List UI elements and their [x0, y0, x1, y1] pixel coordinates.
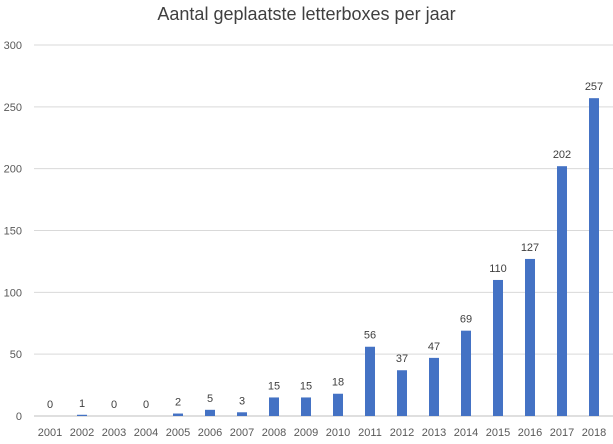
data-label: 2 [175, 397, 181, 409]
x-tick-label: 2016 [518, 427, 542, 439]
data-label: 257 [585, 81, 603, 93]
x-tick-label: 2006 [198, 427, 222, 439]
bar [205, 409, 215, 416]
data-labels: 0 1 0 0 2 5 3 15 15 18 56 37 47 69 110 127 202 257 [47, 81, 603, 411]
bar [77, 414, 87, 416]
y-tick-label: 0 [16, 411, 22, 423]
bar [493, 279, 503, 416]
bar [173, 413, 183, 416]
bar [557, 166, 567, 416]
bar [301, 397, 311, 416]
data-label: 110 [489, 263, 507, 275]
y-tick-label: 250 [4, 102, 22, 114]
x-tick-label: 2013 [422, 427, 446, 439]
bars [77, 98, 599, 416]
bar [237, 412, 247, 416]
y-tick-label: 50 [10, 349, 22, 361]
y-axis-ticks: 0 50 100 150 200 250 300 [4, 40, 22, 423]
x-tick-label: 2012 [390, 427, 414, 439]
x-tick-label: 2015 [486, 427, 510, 439]
data-label: 0 [143, 399, 149, 411]
data-label: 47 [428, 341, 440, 353]
gridlines [34, 44, 613, 417]
y-tick-label: 200 [4, 164, 22, 176]
data-label: 56 [364, 330, 376, 342]
data-label: 0 [111, 399, 117, 411]
data-label: 1 [79, 398, 85, 410]
x-tick-label: 2004 [134, 427, 158, 439]
x-axis-ticks: 2001 2002 2003 2004 2005 2006 2007 2008 2009 2010… [38, 427, 606, 439]
data-label: 15 [268, 380, 280, 392]
x-tick-label: 2008 [262, 427, 286, 439]
data-label: 0 [47, 399, 53, 411]
data-label: 69 [460, 314, 472, 326]
y-tick-label: 150 [4, 226, 22, 238]
bar [461, 330, 471, 416]
data-label: 5 [207, 393, 213, 405]
data-label: 18 [332, 377, 344, 389]
chart-title: Aantal geplaatste letterboxes per jaar [157, 4, 456, 24]
x-tick-label: 2007 [230, 427, 254, 439]
bar [365, 346, 375, 416]
x-tick-label: 2001 [38, 427, 62, 439]
x-tick-label: 2010 [326, 427, 350, 439]
bar [429, 357, 439, 416]
bar [525, 258, 535, 416]
x-tick-label: 2011 [358, 427, 382, 439]
bar [333, 393, 343, 416]
x-tick-label: 2002 [70, 427, 94, 439]
x-tick-label: 2017 [550, 427, 574, 439]
y-tick-label: 100 [4, 287, 22, 299]
data-label: 202 [553, 149, 571, 161]
data-label: 37 [396, 353, 408, 365]
x-tick-label: 2014 [454, 427, 478, 439]
bar [397, 370, 407, 416]
data-label: 15 [300, 380, 312, 392]
x-tick-label: 2009 [294, 427, 318, 439]
bar [589, 98, 599, 416]
data-label: 3 [239, 395, 245, 407]
data-label: 127 [521, 242, 539, 254]
x-tick-label: 2018 [582, 427, 606, 439]
bar [269, 397, 279, 416]
x-tick-label: 2005 [166, 427, 190, 439]
x-tick-label: 2003 [102, 427, 126, 439]
y-tick-label: 300 [4, 40, 22, 52]
